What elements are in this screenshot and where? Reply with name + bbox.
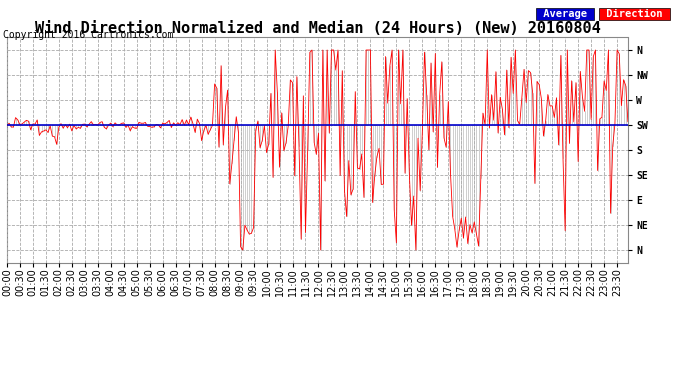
Text: Direction: Direction [600,9,669,20]
Title: Wind Direction Normalized and Median (24 Hours) (New) 20160804: Wind Direction Normalized and Median (24… [34,21,600,36]
Text: Copyright 2016 Cartronics.com: Copyright 2016 Cartronics.com [3,30,174,40]
Text: Average: Average [537,9,593,20]
